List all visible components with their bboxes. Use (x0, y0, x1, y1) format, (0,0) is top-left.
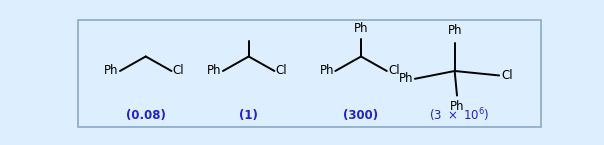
Text: $(3\ \times\ 10^6)$: $(3\ \times\ 10^6)$ (429, 107, 489, 124)
Text: Ph: Ph (104, 65, 118, 77)
Text: Ph: Ph (399, 72, 414, 85)
Text: Cl: Cl (501, 69, 513, 82)
Text: Ph: Ph (448, 25, 462, 38)
Text: (0.08): (0.08) (126, 109, 165, 122)
Text: Cl: Cl (276, 65, 288, 77)
Text: Cl: Cl (173, 65, 184, 77)
Text: Ph: Ph (450, 100, 464, 113)
Text: Ph: Ph (354, 22, 368, 35)
Text: Ph: Ph (320, 65, 334, 77)
Text: Cl: Cl (388, 65, 400, 77)
Text: (300): (300) (344, 109, 379, 122)
Text: Ph: Ph (207, 65, 222, 77)
Text: (1): (1) (239, 109, 258, 122)
